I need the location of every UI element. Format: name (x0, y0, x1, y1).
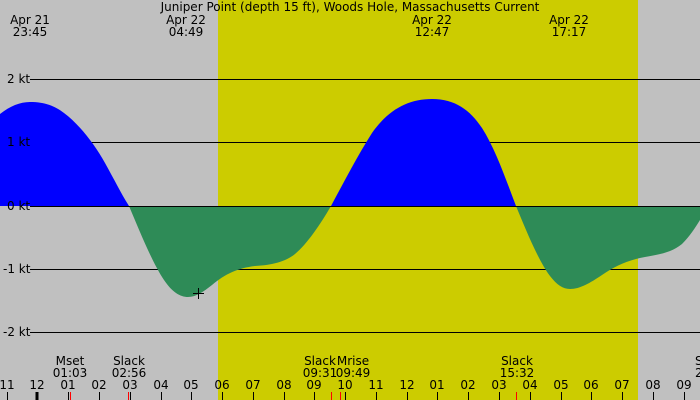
extreme-date: Apr 22 (549, 13, 589, 27)
hour-label: 07 (614, 378, 630, 392)
event-label: Slack 02:56 (112, 355, 147, 379)
hour-label: 09 (676, 378, 692, 392)
event-time: 15:32 (499, 366, 535, 380)
y-tick-label: -2 kt (3, 325, 31, 339)
ebb-area-2 (516, 206, 700, 289)
extreme-date: Apr 22 (412, 13, 452, 27)
hour-label: 04 (522, 378, 538, 392)
hour-label: 10 (337, 378, 353, 392)
event-time: 2 (695, 366, 700, 380)
plus-marker-icon (193, 288, 204, 299)
event-name: Slack (304, 354, 336, 368)
hour-label: 09 (306, 378, 322, 392)
extreme-time: 04:49 (168, 25, 204, 39)
event-name: Mrise (336, 354, 370, 368)
event-name: S (695, 354, 700, 368)
hour-label: 11 (0, 378, 15, 392)
extreme-time: 17:17 (551, 25, 587, 39)
extreme-date: Apr 22 (166, 13, 206, 27)
event-time: 09:31 (302, 366, 338, 380)
hour-label: 12 (399, 378, 415, 392)
hour-label: 05 (183, 378, 199, 392)
flood-area (0, 102, 129, 206)
hour-label: 12 (29, 378, 45, 392)
hour-label: 02 (91, 378, 107, 392)
hour-label: 08 (645, 378, 661, 392)
hour-label: 08 (276, 378, 292, 392)
flood-area-2 (331, 99, 516, 206)
extreme-time: 23:45 (12, 25, 48, 39)
event-label: Slack 09:31 (303, 355, 338, 379)
extreme-date: Apr 21 (10, 13, 50, 27)
y-tick-label: 1 kt (7, 135, 31, 149)
extreme-label: Apr 22 12:47 (412, 14, 452, 38)
event-label: Mrise 09:49 (336, 355, 371, 379)
y-tick-label: 0 kt (7, 199, 31, 213)
hour-label: 06 (214, 378, 230, 392)
hour-ticks (7, 392, 685, 400)
hour-label: 03 (122, 378, 138, 392)
hour-label: 06 (583, 378, 599, 392)
event-label: Mset 01:03 (53, 355, 88, 379)
event-time: 02:56 (111, 366, 147, 380)
event-name: Slack (113, 354, 145, 368)
hour-label: 02 (460, 378, 476, 392)
event-name: Slack (501, 354, 533, 368)
hour-label: 11 (368, 378, 384, 392)
event-label: S 2 (695, 355, 700, 379)
event-marks (70, 392, 517, 400)
extreme-label: Apr 22 04:49 (166, 14, 206, 38)
event-time: 09:49 (335, 366, 371, 380)
hour-label: 04 (153, 378, 169, 392)
extreme-time: 12:47 (414, 25, 450, 39)
event-time: 01:03 (52, 366, 88, 380)
hour-label: 03 (491, 378, 507, 392)
extreme-label: Apr 22 17:17 (549, 14, 589, 38)
chart-title: Juniper Point (depth 15 ft), Woods Hole,… (160, 0, 540, 14)
y-tick-label: -1 kt (3, 262, 31, 276)
event-label: Slack 15:32 (500, 355, 535, 379)
extreme-label: Apr 21 23:45 (10, 14, 50, 38)
ebb-area (129, 206, 331, 297)
hour-label: 07 (245, 378, 261, 392)
event-name: Mset (55, 354, 85, 368)
hour-label: 01 (60, 378, 76, 392)
y-tick-label: 2 kt (7, 72, 31, 86)
hour-label: 01 (429, 378, 445, 392)
hour-label: 05 (553, 378, 569, 392)
